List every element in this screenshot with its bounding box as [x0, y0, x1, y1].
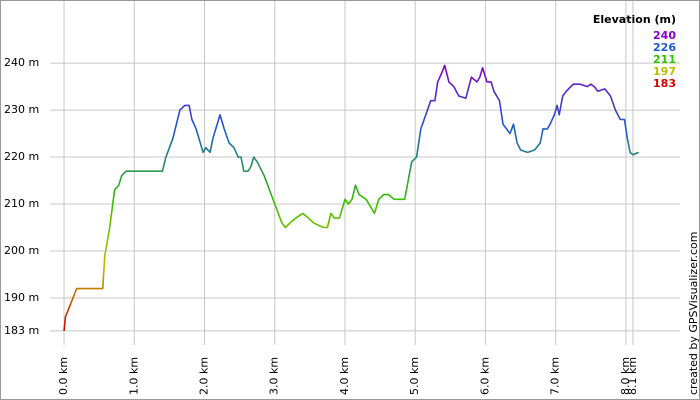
y-tick-label: 230 m [4, 103, 39, 116]
y-tick-label: 183 m [4, 324, 39, 337]
y-tick-label: 220 m [4, 150, 39, 163]
y-tick-label: 190 m [4, 291, 39, 304]
legend-title: Elevation (m) [593, 13, 676, 26]
legend-value: 226 [653, 41, 676, 54]
legend-value: 240 [653, 29, 676, 42]
x-tick-label: 0.0 km [57, 357, 70, 395]
x-tick-label: 6.0 km [478, 357, 491, 395]
y-tick-label: 240 m [4, 56, 39, 69]
legend-value: 183 [653, 77, 676, 90]
x-tick-label: 8.0 km [619, 357, 632, 395]
y-tick-label: 210 m [4, 197, 39, 210]
credit: created by GPSVisualizer.com [687, 232, 700, 395]
elevation-line [63, 64, 639, 331]
x-tick-label: 3.0 km [268, 357, 281, 395]
x-tick-label: 5.0 km [408, 357, 421, 395]
y-tick-label: 200 m [4, 244, 39, 257]
legend-value: 197 [653, 65, 676, 78]
legend-value: 211 [653, 53, 676, 66]
x-tick-label: 8.1 km [626, 357, 639, 395]
x-tick-label: 2.0 km [198, 357, 211, 395]
x-tick-label: 7.0 km [549, 357, 562, 395]
x-tick-label: 1.0 km [127, 357, 140, 395]
x-tick-label: 4.0 km [338, 357, 351, 395]
